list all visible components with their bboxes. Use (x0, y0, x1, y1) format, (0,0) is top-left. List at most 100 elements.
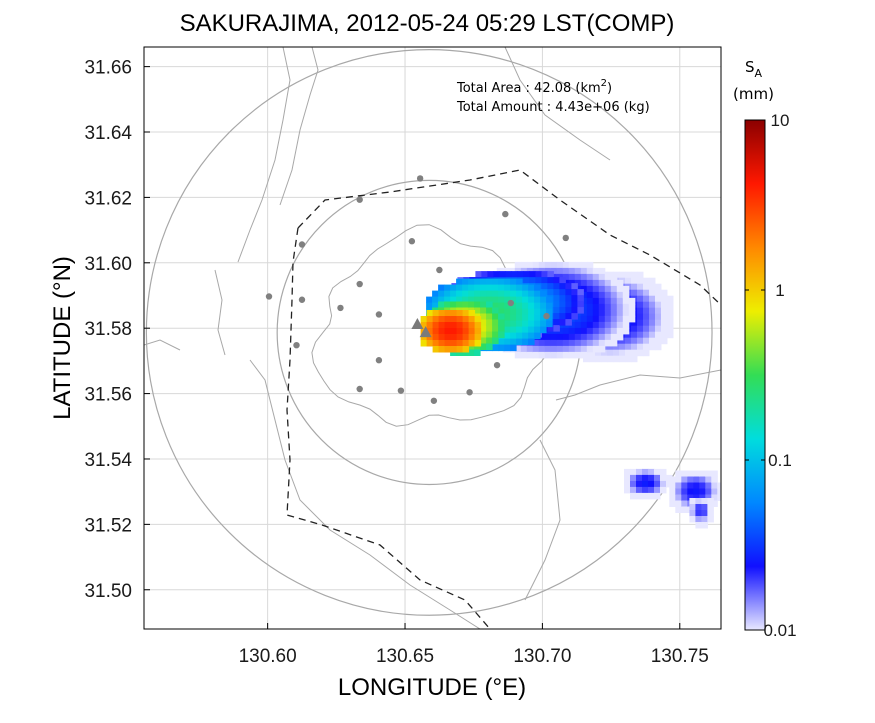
ash-deposit-cell (622, 327, 630, 335)
ash-deposit-cell (474, 334, 482, 341)
ash-deposit-cell (699, 482, 706, 489)
ash-deposit-cell (468, 334, 476, 341)
ash-deposit-cell (514, 351, 522, 359)
ash-deposit-cell (654, 492, 661, 500)
ash-deposit-cell (426, 296, 433, 304)
ash-deposit-cell (619, 271, 626, 279)
ash-deposit-cell (637, 337, 644, 345)
ash-deposit-cell (523, 277, 530, 284)
ash-deposit-cell (541, 271, 548, 278)
ash-deposit-cell (568, 321, 576, 329)
ash-deposit-cell (655, 325, 662, 333)
ash-deposit-cell (540, 308, 547, 316)
ash-deposit-cell (438, 328, 446, 335)
ash-deposit-cell (693, 488, 700, 495)
ash-deposit-cell (655, 289, 662, 297)
ash-deposit-cell (619, 355, 626, 363)
ash-deposit-cell (571, 283, 578, 290)
ash-deposit-cell (541, 283, 548, 290)
ash-deposit-cell (504, 290, 511, 298)
ash-deposit-cell (616, 291, 624, 299)
ash-deposit-cell (669, 476, 676, 483)
ash-deposit-cell (637, 349, 644, 357)
ash-deposit-cell (577, 295, 584, 302)
ash-deposit-cell (649, 337, 656, 345)
ash-deposit-cell (514, 345, 522, 353)
ash-deposit-cell (553, 295, 560, 302)
ash-deposit-cell (689, 504, 696, 511)
ash-deposit-cell (574, 261, 582, 269)
ash-deposit-cell (568, 333, 576, 341)
ash-deposit-cell (534, 308, 541, 316)
station-marker (356, 196, 363, 203)
ash-deposit-cell (637, 313, 644, 321)
ash-deposit-cell (598, 297, 606, 305)
ash-deposit-cell (649, 319, 656, 327)
ash-deposit-cell (480, 296, 487, 304)
coastline (249, 359, 481, 629)
ash-deposit-cell (562, 345, 570, 353)
island-coastline (311, 224, 550, 427)
ash-deposit-cell (589, 349, 596, 357)
ash-deposit-cell (574, 339, 582, 347)
ash-deposit-cell (450, 334, 458, 341)
ash-deposit-cell (474, 322, 482, 329)
ash-deposit-cell (598, 303, 606, 311)
ash-deposit-cell (474, 343, 481, 350)
ash-deposit-cell (547, 289, 554, 296)
ash-deposit-cell (520, 345, 528, 353)
ash-deposit-cell (711, 470, 718, 477)
ash-deposit-cell (510, 326, 517, 334)
ash-deposit-cell (625, 277, 632, 285)
ash-deposit-cell (630, 480, 637, 488)
ash-deposit-cell (432, 296, 439, 304)
ash-deposit-cell (625, 349, 632, 357)
ash-deposit-cell (504, 338, 511, 346)
ash-deposit-cell (586, 321, 594, 329)
ash-deposit-cell (532, 345, 540, 353)
ash-deposit-cell (553, 277, 560, 284)
ash-deposit-cell (604, 339, 612, 347)
ash-deposit-cell (655, 313, 662, 321)
ash-deposit-cell (534, 302, 541, 310)
ash-deposit-cell (630, 474, 637, 482)
ash-deposit-cell (438, 346, 446, 353)
ash-deposit-cell (559, 277, 566, 284)
ash-deposit-cell (649, 331, 656, 339)
ash-deposit-cell (699, 494, 706, 501)
ash-deposit-cell (522, 302, 529, 310)
ash-deposit-cell (438, 340, 446, 347)
plot-frame (143, 46, 722, 630)
ash-deposit-cell (504, 308, 511, 316)
ash-deposit-cell (592, 303, 600, 311)
ash-deposit-cell (695, 510, 702, 517)
station-marker (493, 361, 501, 369)
ash-deposit-cell (420, 316, 428, 323)
ash-deposit-cell (492, 319, 499, 326)
crater-marker (411, 317, 424, 329)
ash-deposit-cell (468, 343, 475, 350)
ash-deposit-cell (661, 295, 668, 303)
coastline (214, 269, 226, 356)
ash-deposit-cell (693, 494, 700, 501)
ash-deposit-cell (624, 468, 631, 476)
station-marker (562, 234, 569, 242)
coastline (524, 439, 561, 601)
ash-deposit-cell (432, 334, 440, 341)
station-marker (408, 238, 416, 245)
ash-deposit-cell (528, 338, 535, 346)
ash-deposit-cell (643, 331, 650, 339)
ash-deposit-cell (610, 303, 618, 311)
ash-deposit-cell (625, 271, 632, 279)
ash-deposit-cell (498, 308, 505, 316)
ash-deposit-cell (701, 498, 708, 505)
ash-deposit-cell (681, 500, 688, 507)
ash-deposit-cell (604, 297, 612, 305)
ash-deposit-cell (574, 267, 582, 275)
ash-deposit-cell (625, 343, 632, 351)
ash-deposit-cell (541, 277, 548, 284)
ash-deposit-cell (516, 332, 523, 340)
ash-deposit-cell (598, 309, 606, 317)
ash-deposit-cell (628, 297, 636, 305)
ash-deposit-cell (580, 345, 588, 353)
